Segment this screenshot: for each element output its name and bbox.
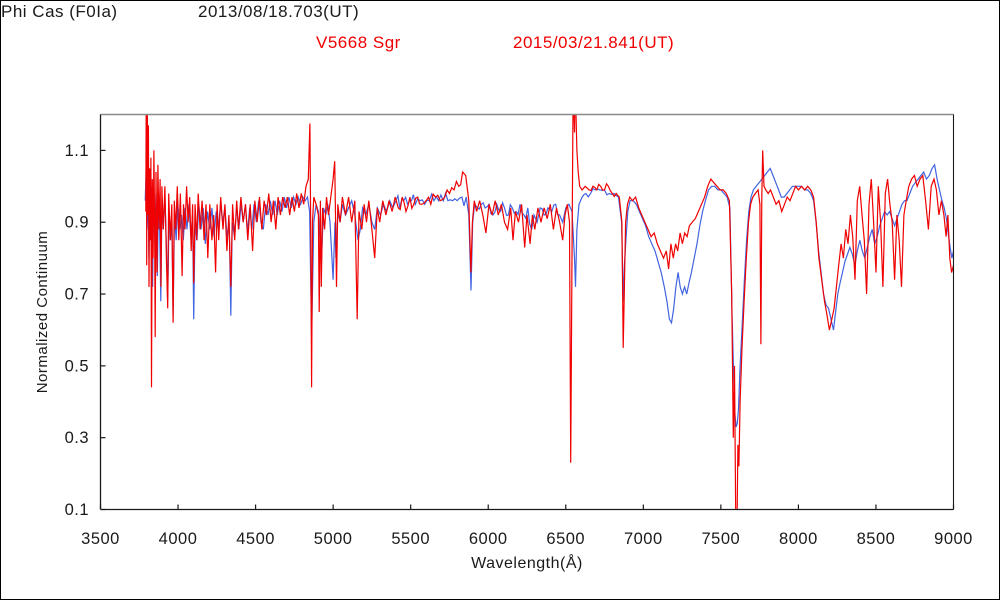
x-tick-label: 4500 [236,530,275,548]
y-tick-label: 0.9 [65,214,89,232]
x-tick-label: 8500 [857,530,896,548]
y-tick-label: 0.3 [65,429,89,447]
x-tick-label: 5500 [391,530,430,548]
x-tick-label: 7500 [702,530,741,548]
x-tick-label: 8000 [779,530,818,548]
legend-row-target: V5668 Sgr 2015/03/21.841(UT) [316,32,674,53]
y-axis-title: Normalized Continuum [34,231,51,394]
x-axis-title: Wavelength(Å) [471,553,583,572]
series-comparison-curve [144,163,954,428]
legend-comparison-name: Phi Cas (F0Ia) [1,2,118,21]
legend-comparison-date: 2013/08/18.703(UT) [198,2,360,21]
x-tick-label: 7000 [624,530,663,548]
y-tick-label: 0.5 [65,357,89,375]
x-tick-label: 5000 [314,530,353,548]
y-tick-label: 1.1 [65,142,89,160]
legend-target-date: 2015/03/21.841(UT) [513,33,675,52]
x-tick-label: 6500 [546,530,585,548]
x-tick-label: 3500 [81,530,120,548]
x-tick-label: 6000 [469,530,508,548]
legend-row-comparison: Phi Cas (F0Ia) 2013/08/18.703(UT) [1,1,359,22]
legend-target-name: V5668 Sgr [316,33,401,52]
x-tick-label: 4000 [159,530,198,548]
series-target-curve [145,114,954,510]
y-tick-label: 0.1 [65,501,89,519]
x-tick-label: 9000 [934,530,973,548]
y-tick-label: 0.7 [65,286,89,304]
